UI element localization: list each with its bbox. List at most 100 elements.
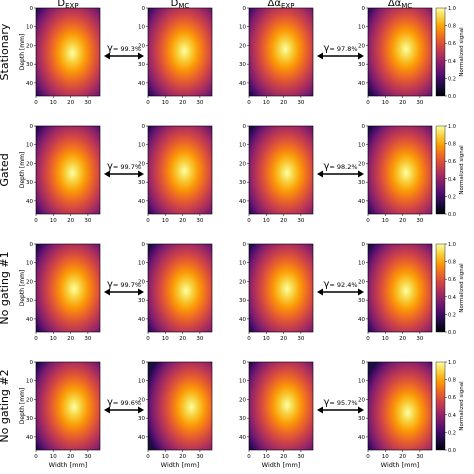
- y-tick-label: 30: [26, 180, 33, 186]
- colorbar-tick-label: 0.0: [448, 94, 456, 100]
- x-tick-label: 30: [416, 454, 423, 460]
- heatmap-panel: [248, 243, 314, 333]
- colorbar-tick-label: 0.0: [448, 448, 456, 454]
- x-tick-label: 20: [179, 218, 186, 224]
- gamma-pass-rate: γ= 99.6%: [107, 397, 141, 408]
- y-tick-label: 40: [26, 317, 33, 323]
- x-tick-label: 20: [280, 336, 287, 342]
- row-label: No gating #1: [0, 251, 11, 324]
- x-tick-label: 10: [263, 336, 270, 342]
- colorbar-tick-label: 1.0: [448, 242, 456, 248]
- y-tick-label: 0: [243, 6, 247, 12]
- y-tick-label: 20: [239, 43, 246, 49]
- y-tick-label: 30: [239, 416, 246, 422]
- y-tick-label: 10: [358, 261, 365, 267]
- arrow-head-left: [104, 52, 110, 60]
- colorbar-label: Normalized signal: [459, 381, 465, 431]
- gamma-pass-rate: γ= 97.8%: [323, 43, 357, 54]
- y-tick-label: 30: [358, 180, 365, 186]
- arrow-head-left: [104, 288, 110, 296]
- y-tick-label: 30: [358, 416, 365, 422]
- arrow-head-left: [317, 288, 323, 296]
- heatmap-panel: [367, 125, 433, 215]
- colorbar-tick-label: 0.6: [448, 395, 456, 401]
- x-tick-label: 0: [146, 454, 150, 460]
- x-tick-label: 30: [416, 336, 423, 342]
- y-tick-label: 40: [138, 81, 145, 87]
- arrow-head-right: [358, 288, 364, 296]
- y-tick-label: 0: [142, 124, 146, 130]
- colorbar-tick-label: 0.6: [448, 41, 456, 47]
- arrow-head-right: [138, 52, 144, 60]
- y-tick-label: 30: [138, 180, 145, 186]
- x-tick-label: 0: [366, 218, 370, 224]
- column-title: DMC: [171, 0, 190, 10]
- x-tick-label: 10: [50, 336, 57, 342]
- heatmap-panel: [35, 243, 101, 333]
- x-tick-label: 0: [34, 218, 38, 224]
- x-tick-label: 0: [247, 336, 251, 342]
- y-tick-label: 20: [138, 397, 145, 403]
- colorbar-tick-label: 0.6: [448, 277, 456, 283]
- colorbar-tick-label: 0.4: [448, 177, 456, 183]
- y-axis-label: Depth [mm]: [19, 34, 26, 71]
- x-tick-label: 10: [162, 218, 169, 224]
- y-tick-label: 10: [239, 379, 246, 385]
- y-tick-label: 10: [26, 379, 33, 385]
- heatmap-panel: [367, 361, 433, 451]
- colorbar-tick-label: 0.8: [448, 142, 456, 148]
- heatmap-panel: [35, 7, 101, 97]
- x-tick-label: 0: [146, 100, 150, 106]
- x-tick-label: 20: [280, 454, 287, 460]
- gamma-pass-rate: γ= 95.7%: [323, 397, 357, 408]
- y-tick-label: 30: [239, 298, 246, 304]
- x-tick-label: 20: [399, 100, 406, 106]
- y-tick-label: 40: [239, 317, 246, 323]
- x-tick-label: 30: [196, 336, 203, 342]
- y-tick-label: 10: [239, 143, 246, 149]
- colorbar-tick-label: 0.8: [448, 378, 456, 384]
- gamma-pass-rate: γ= 99.7%: [107, 161, 141, 172]
- heatmap-panel: [367, 243, 433, 333]
- y-tick-label: 0: [362, 360, 366, 366]
- y-tick-label: 40: [26, 435, 33, 441]
- y-tick-label: 30: [358, 298, 365, 304]
- x-tick-label: 10: [50, 454, 57, 460]
- y-tick-label: 30: [138, 62, 145, 68]
- y-tick-label: 40: [239, 81, 246, 87]
- x-tick-label: 10: [382, 454, 389, 460]
- y-tick-label: 20: [26, 397, 33, 403]
- heatmap-panel: [35, 361, 101, 451]
- heatmap-panel: [248, 361, 314, 451]
- column-title: ΔαMC: [388, 0, 412, 10]
- gamma-pass-rate: γ= 99.7%: [107, 279, 141, 290]
- y-tick-label: 40: [358, 317, 365, 323]
- y-tick-label: 40: [26, 199, 33, 205]
- y-tick-label: 20: [26, 161, 33, 167]
- colorbar-label: Normalized signal: [459, 263, 465, 313]
- x-tick-label: 20: [179, 336, 186, 342]
- y-tick-label: 20: [358, 397, 365, 403]
- y-tick-label: 10: [138, 379, 145, 385]
- y-tick-label: 20: [138, 161, 145, 167]
- arrow-head-left: [317, 170, 323, 178]
- heatmap-panel: [147, 361, 213, 451]
- arrow-head-left: [317, 406, 323, 414]
- column-title: DEXP: [57, 0, 78, 10]
- y-tick-label: 40: [138, 317, 145, 323]
- x-tick-label: 20: [179, 100, 186, 106]
- x-tick-label: 30: [297, 218, 304, 224]
- colorbar-tick-label: 0.2: [448, 430, 456, 436]
- x-tick-label: 10: [50, 100, 57, 106]
- x-tick-label: 20: [399, 454, 406, 460]
- y-tick-label: 0: [142, 6, 146, 12]
- colorbar-tick-label: 1.0: [448, 124, 456, 130]
- y-tick-label: 20: [358, 279, 365, 285]
- y-tick-label: 0: [243, 242, 247, 248]
- y-tick-label: 10: [26, 261, 33, 267]
- y-tick-label: 10: [138, 25, 145, 31]
- colorbar: [435, 7, 446, 97]
- y-tick-label: 0: [142, 242, 146, 248]
- y-tick-label: 20: [26, 43, 33, 49]
